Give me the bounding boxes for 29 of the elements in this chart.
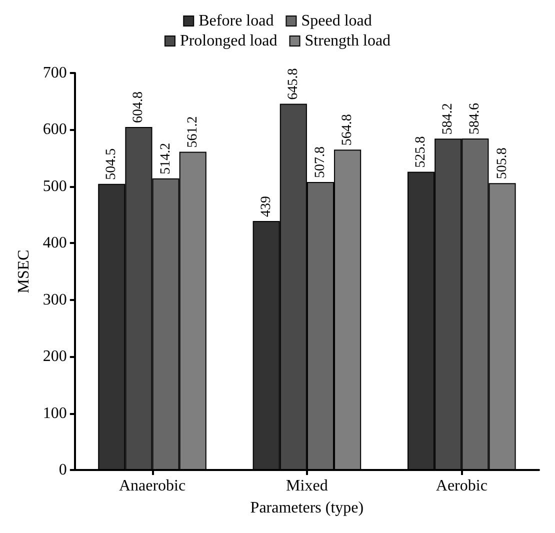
y-tick-label: 0 [58, 462, 67, 478]
legend-label: Prolonged load [180, 32, 278, 50]
data-label: 561.2 [185, 116, 200, 148]
x-tick-label: Aerobic [436, 478, 488, 494]
data-label: 584.2 [440, 103, 456, 135]
x-axis-title: Parameters (type) [250, 500, 364, 516]
y-tick-label: 400 [42, 234, 67, 252]
legend-label: Before load [198, 12, 274, 30]
legend-label: Speed load [301, 12, 372, 30]
data-label: 564.8 [340, 114, 356, 146]
data-label: 645.8 [286, 68, 301, 100]
y-tick-label: 600 [42, 121, 67, 138]
data-label: 505.8 [494, 148, 510, 180]
data-label: 584.6 [468, 102, 483, 134]
data-label: 507.8 [312, 146, 328, 178]
y-tick-label: 300 [42, 291, 67, 308]
data-label: 525.8 [414, 136, 429, 168]
y-tick-label: 500 [42, 178, 67, 195]
x-tick-label: Anaerobic [118, 478, 186, 494]
data-label: 504.5 [104, 148, 120, 180]
legend-label: Strength load [304, 32, 391, 50]
y-tick-label: 100 [42, 404, 67, 422]
data-label: 514.2 [158, 142, 174, 174]
y-axis-title: MSEC [16, 250, 32, 294]
y-tick-label: 200 [42, 348, 67, 366]
data-label: 439 [258, 196, 274, 218]
x-tick-label: Mixed [286, 478, 328, 494]
y-tick-label: 700 [42, 64, 67, 82]
data-label: 604.8 [131, 91, 146, 123]
